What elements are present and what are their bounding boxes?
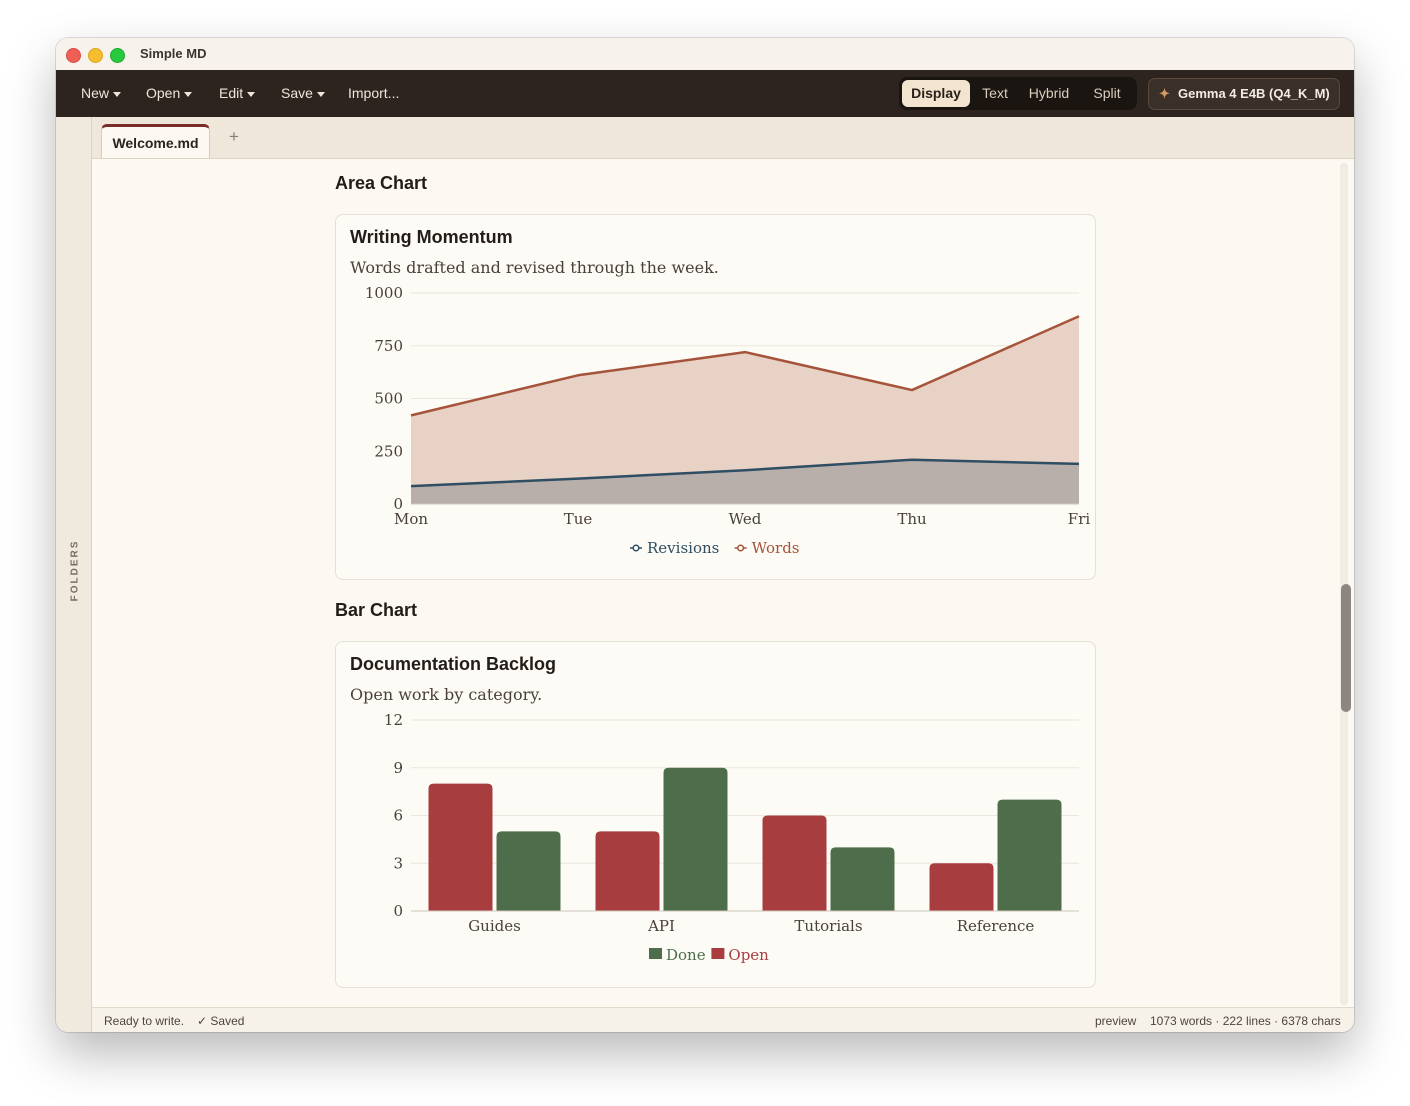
document-stats: 1073 words · 222 lines · 6378 chars bbox=[1150, 1014, 1341, 1028]
bar-chart-subtitle: Open work by category. bbox=[350, 685, 543, 704]
mode-split[interactable]: Split bbox=[1093, 85, 1121, 101]
scrollbar-thumb[interactable] bbox=[1341, 584, 1351, 712]
y-tick-label: 250 bbox=[374, 442, 403, 460]
bar-open-reference bbox=[929, 863, 994, 911]
bar-done-reference bbox=[997, 799, 1062, 911]
x-tick-label: Fri bbox=[1068, 510, 1091, 528]
bar-open-tutorials bbox=[762, 815, 827, 911]
y-tick-label: 6 bbox=[393, 807, 403, 825]
close-window-button[interactable] bbox=[66, 48, 81, 63]
add-tab-button[interactable]: + bbox=[229, 127, 239, 146]
series-line-words bbox=[410, 315, 1080, 417]
x-tick-label: Guides bbox=[468, 917, 521, 935]
series-line-revisions bbox=[410, 458, 1080, 488]
x-tick-label: Mon bbox=[394, 510, 428, 528]
menu-edit-label: Edit bbox=[219, 85, 244, 101]
area-chart-subtitle: Words drafted and revised through the we… bbox=[350, 258, 719, 277]
menu-edit[interactable]: Edit bbox=[219, 85, 256, 101]
menu-import[interactable]: Import... bbox=[348, 85, 400, 101]
menu-save-label: Save bbox=[281, 85, 313, 101]
x-tick-label: API bbox=[647, 917, 675, 935]
legend-item-open: Open bbox=[711, 946, 769, 964]
chevron-down-icon bbox=[113, 91, 122, 97]
legend-marker bbox=[737, 544, 745, 552]
area-chart-heading: Area Chart bbox=[335, 173, 428, 193]
chevron-down-icon bbox=[316, 91, 325, 97]
menu-new[interactable]: New bbox=[81, 85, 122, 101]
status-bar: Ready to write. ✓ Saved preview 1073 wor… bbox=[92, 1007, 1354, 1032]
chevron-down-icon bbox=[247, 91, 256, 97]
legend-item-revisions: Revisions bbox=[630, 539, 719, 557]
view-mode-indicator: preview bbox=[1095, 1014, 1137, 1028]
folders-label: FOLDERS bbox=[69, 539, 81, 602]
x-tick-label: Reference bbox=[957, 917, 1035, 935]
document-preview[interactable]: Area Chart Writing Momentum Words drafte… bbox=[92, 159, 1354, 1007]
legend-item-done: Done bbox=[649, 946, 706, 964]
window-title: Simple MD bbox=[140, 46, 207, 61]
app-window: Simple MD New Open Edit Save Import... D… bbox=[56, 38, 1354, 1032]
bar-open-guides bbox=[428, 783, 493, 911]
area-chart-card: Writing Momentum Words drafted and revis… bbox=[335, 214, 1096, 580]
menu-save[interactable]: Save bbox=[281, 85, 325, 101]
y-tick-label: 0 bbox=[393, 495, 403, 513]
x-tick-label: Wed bbox=[729, 510, 762, 528]
bar-done-guides bbox=[496, 831, 561, 911]
bar-done-api bbox=[663, 767, 728, 911]
status-message: Ready to write. bbox=[104, 1014, 185, 1028]
legend-label: Done bbox=[666, 946, 706, 964]
model-label: Gemma 4 E4B (Q4_K_M) bbox=[1178, 86, 1330, 101]
bar-open-api bbox=[595, 831, 660, 911]
area-fill-revisions bbox=[411, 459, 1079, 504]
y-tick-label: 0 bbox=[393, 902, 403, 920]
bar-chart-card: Documentation Backlog Open work by categ… bbox=[335, 641, 1096, 988]
legend-label: Revisions bbox=[647, 539, 719, 557]
legend-swatch bbox=[711, 948, 725, 959]
tab-welcome[interactable]: Welcome.md bbox=[101, 124, 210, 158]
bar-done-tutorials bbox=[830, 847, 895, 911]
menu-new-label: New bbox=[81, 85, 110, 101]
legend-marker bbox=[632, 544, 640, 552]
y-tick-label: 9 bbox=[393, 759, 403, 777]
mode-text[interactable]: Text bbox=[982, 85, 1008, 101]
bar-chart-title: Documentation Backlog bbox=[350, 654, 557, 674]
x-tick-label: Thu bbox=[897, 510, 927, 528]
area-chart-title: Writing Momentum bbox=[350, 227, 513, 247]
legend-swatch bbox=[649, 948, 662, 959]
view-mode-switcher: Display Text Hybrid Split bbox=[899, 77, 1137, 110]
zoom-window-button[interactable] bbox=[110, 48, 125, 63]
legend-label: Words bbox=[752, 539, 800, 557]
area-fill-words bbox=[411, 316, 1079, 504]
folders-sidebar[interactable]: FOLDERS bbox=[56, 117, 92, 1032]
y-tick-label: 3 bbox=[393, 854, 403, 872]
minimize-window-button[interactable] bbox=[88, 48, 103, 63]
bar-chart: 0 3 6 9 12 Guides API Tutorials Reference Done Ope… bbox=[384, 711, 1079, 964]
chevron-down-icon bbox=[184, 91, 193, 97]
tab-bar: Welcome.md + bbox=[92, 117, 1354, 159]
mode-hybrid[interactable]: Hybrid bbox=[1028, 85, 1070, 101]
x-tick-label: Tue bbox=[564, 510, 593, 528]
legend-item-words: Words bbox=[734, 539, 800, 557]
sparkle-icon: ✦ bbox=[1159, 86, 1170, 101]
x-tick-label: Tutorials bbox=[794, 917, 862, 935]
y-tick-label: 750 bbox=[374, 337, 403, 355]
mode-display[interactable]: Display bbox=[902, 80, 970, 107]
menu-open[interactable]: Open bbox=[146, 85, 193, 101]
menu-open-label: Open bbox=[146, 85, 181, 101]
bar-chart-heading: Bar Chart bbox=[335, 600, 418, 620]
y-tick-label: 500 bbox=[374, 390, 403, 408]
model-selector-button[interactable]: ✦ Gemma 4 E4B (Q4_K_M) bbox=[1148, 78, 1340, 110]
saved-indicator: ✓ Saved bbox=[197, 1014, 245, 1028]
area-chart: 0 250 500 750 1000 Mon Tue Wed Thu Fri Revisions Wo… bbox=[365, 284, 1091, 557]
y-tick-label: 1000 bbox=[365, 284, 403, 302]
title-bar: Simple MD bbox=[56, 38, 1354, 71]
legend-label: Open bbox=[728, 946, 769, 964]
y-tick-label: 12 bbox=[384, 711, 403, 729]
toolbar: New Open Edit Save Import... Display Tex… bbox=[56, 70, 1354, 117]
